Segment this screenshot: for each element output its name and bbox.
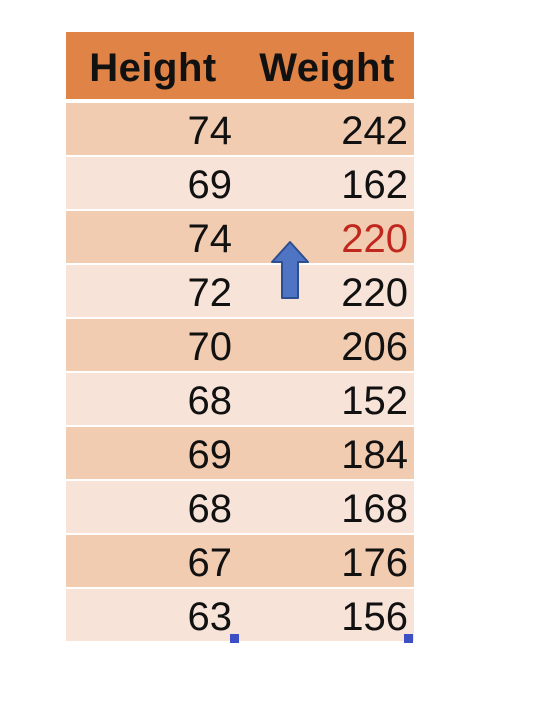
table-row: 68 168 xyxy=(66,481,414,535)
header-height[interactable]: Height xyxy=(89,46,217,90)
cell-weight[interactable]: 184 xyxy=(341,432,408,477)
header-weight[interactable]: Weight xyxy=(259,46,395,90)
selection-handle-icon[interactable] xyxy=(230,634,239,643)
cell-weight[interactable]: 152 xyxy=(341,378,408,423)
cell-height[interactable]: 69 xyxy=(187,162,233,207)
table-row: 74 220 xyxy=(66,211,414,265)
table-row: 68 152 xyxy=(66,373,414,427)
table-row: 69 162 xyxy=(66,157,414,211)
cell-height[interactable]: 63 xyxy=(187,594,233,639)
table-header-row: Height Weight xyxy=(66,32,414,103)
selection-handle-icon[interactable] xyxy=(404,634,413,643)
table-row: 70 206 xyxy=(66,319,414,373)
cell-height[interactable]: 70 xyxy=(187,324,233,369)
table-row: 63 156 xyxy=(66,589,414,643)
data-table: Height Weight 74 242 69 162 74 220 72 22… xyxy=(66,32,414,643)
cell-height[interactable]: 74 xyxy=(187,108,233,153)
cell-height[interactable]: 69 xyxy=(187,432,233,477)
cell-weight[interactable]: 176 xyxy=(341,540,408,585)
cell-weight[interactable]: 220 xyxy=(341,270,408,315)
cell-weight[interactable]: 168 xyxy=(341,486,408,531)
table-row: 69 184 xyxy=(66,427,414,481)
cell-height[interactable]: 67 xyxy=(187,540,233,585)
table-row: 74 242 xyxy=(66,103,414,157)
cell-weight[interactable]: 206 xyxy=(341,324,408,369)
cell-weight[interactable]: 156 xyxy=(341,594,408,639)
cell-height[interactable]: 72 xyxy=(187,270,233,315)
cell-height[interactable]: 68 xyxy=(187,378,233,423)
table-row: 72 220 xyxy=(66,265,414,319)
cell-weight[interactable]: 162 xyxy=(341,162,408,207)
table-row: 67 176 xyxy=(66,535,414,589)
up-arrow-icon[interactable] xyxy=(270,240,310,302)
cell-weight-highlighted[interactable]: 220 xyxy=(341,216,408,261)
cell-height[interactable]: 68 xyxy=(187,486,233,531)
cell-weight[interactable]: 242 xyxy=(341,108,408,153)
cell-height[interactable]: 74 xyxy=(187,216,233,261)
